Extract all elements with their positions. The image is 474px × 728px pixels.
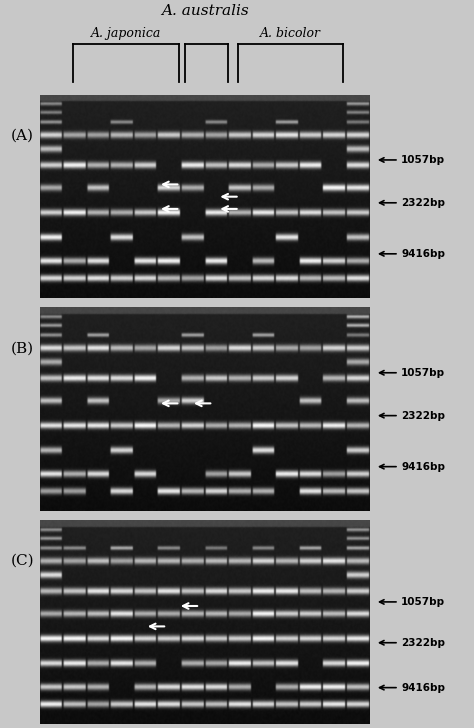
Text: 1057bp: 1057bp	[401, 597, 445, 607]
Text: A. japonica: A. japonica	[91, 27, 161, 40]
Text: A. australis: A. australis	[161, 4, 249, 17]
Text: 1057bp: 1057bp	[401, 368, 445, 378]
Text: 2322bp: 2322bp	[401, 411, 445, 421]
Text: 2322bp: 2322bp	[401, 638, 445, 648]
Text: 1057bp: 1057bp	[401, 155, 445, 165]
Text: 9416bp: 9416bp	[401, 249, 445, 259]
Text: (B): (B)	[10, 341, 34, 355]
Text: 9416bp: 9416bp	[401, 462, 445, 472]
Text: (C): (C)	[10, 554, 34, 568]
Text: A. bicolor: A. bicolor	[260, 27, 321, 40]
Text: 2322bp: 2322bp	[401, 198, 445, 207]
Text: 9416bp: 9416bp	[401, 683, 445, 692]
Text: (A): (A)	[10, 128, 34, 143]
